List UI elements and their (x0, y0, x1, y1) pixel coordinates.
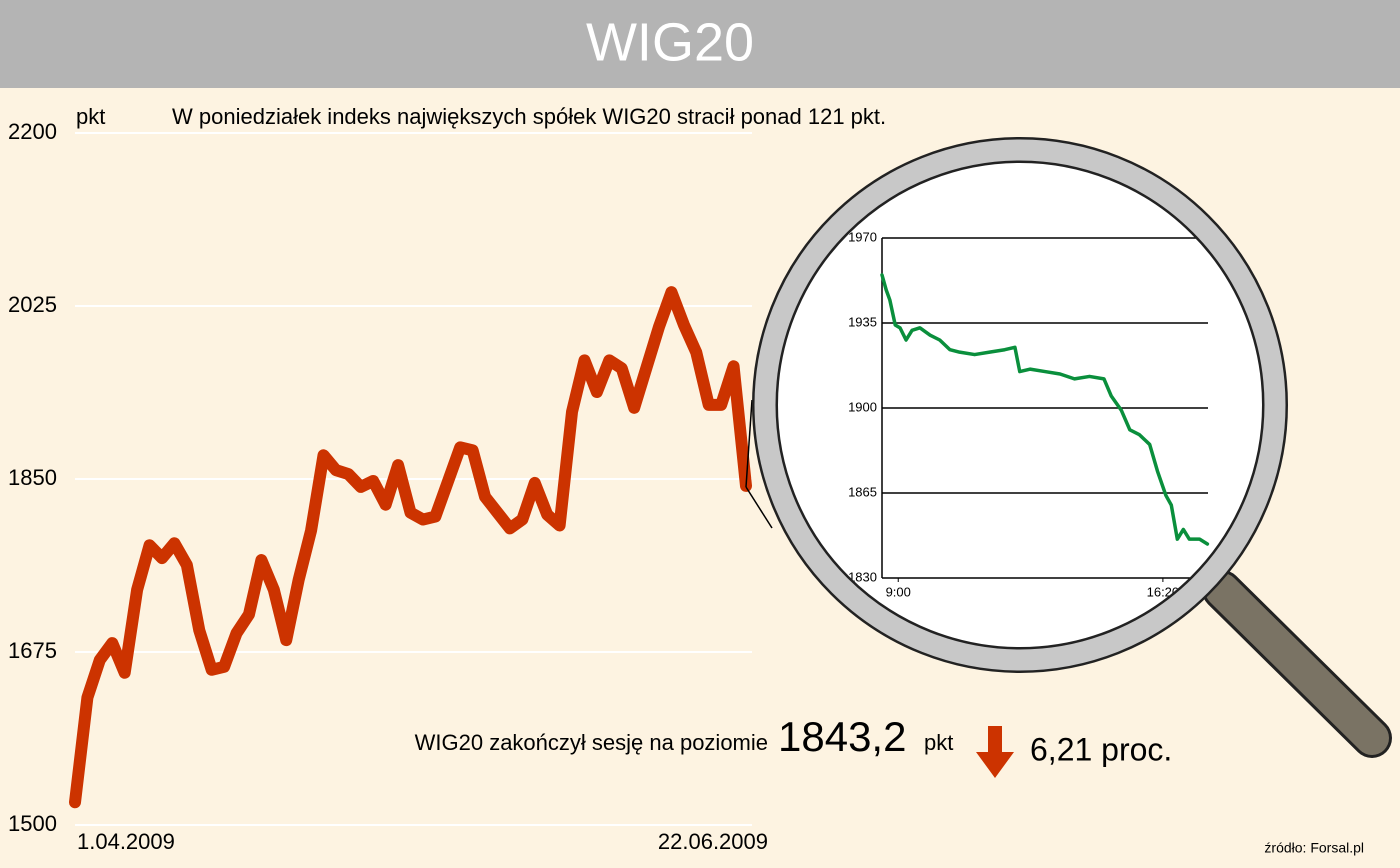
annotation-level: 1843,2 (778, 713, 906, 760)
magnifier-lens (770, 155, 1270, 655)
y-tick-label: 1935 (848, 314, 877, 329)
header-bar (0, 0, 1400, 88)
chart-title: WIG20 (586, 12, 754, 72)
down-arrow (976, 726, 1014, 778)
x-tick-label: 22.06.2009 (658, 829, 768, 854)
x-tick-label: 1.04.2009 (77, 829, 175, 854)
magnifier-ring (754, 139, 1286, 671)
y-tick-label: 2200 (8, 119, 57, 144)
y-tick-label: 2025 (8, 292, 57, 317)
annotation-text: WIG20 zakończył sesję na poziomie (415, 730, 768, 755)
source: źródło: Forsal.pl (1264, 840, 1364, 856)
annotation-unit: pkt (924, 730, 953, 755)
y-tick-label: 1865 (848, 484, 877, 499)
data-line (69, 286, 752, 809)
zoom-connector (745, 399, 753, 488)
y-tick-label: 1850 (8, 465, 57, 490)
y-tick-label: 1830 (848, 569, 877, 584)
x-tick-label: 9:00 (886, 584, 911, 599)
annotation-change: 6,21 proc. (1030, 731, 1172, 767)
data-line (880, 273, 1210, 546)
magnifier-handle (1205, 573, 1389, 755)
y-tick-label: 1675 (8, 638, 57, 663)
main-plot: 1500 1675 1850 2025 2200 1.04.2009 22.06.2009 (8, 119, 768, 854)
zoom-connector (745, 486, 773, 529)
y-axis-label: pkt (76, 104, 105, 129)
y-tick-label: 1500 (8, 811, 57, 836)
subtitle: W poniedziałek indeks największych spółe… (172, 104, 886, 129)
y-tick-label: 1970 (848, 229, 877, 244)
y-tick-label: 1900 (848, 399, 877, 414)
